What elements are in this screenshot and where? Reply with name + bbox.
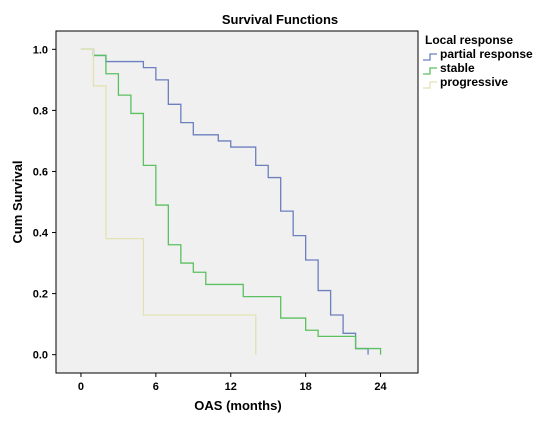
x-tick-label: 0: [78, 381, 84, 393]
legend-label-partial-response: partial response: [440, 47, 533, 61]
x-tick-label: 24: [374, 381, 387, 393]
series-line-stable: [80, 48, 382, 355]
series-line-partial-response: [80, 48, 369, 355]
legend-swatch-partial-response: [423, 53, 437, 61]
y-tick-label: 0.2: [33, 289, 48, 301]
x-tick-label: 18: [300, 381, 312, 393]
legend-title: Local response: [425, 33, 513, 47]
legend-label-stable: stable: [440, 61, 475, 75]
legend-swatch-stable: [423, 67, 437, 75]
y-tick-label: 0.8: [33, 105, 48, 117]
y-tick-label: 0.4: [33, 228, 49, 240]
y-tick-label: 0.6: [33, 166, 48, 178]
legend-swatch-progressive: [423, 81, 437, 89]
y-tick-label: 1.0: [33, 44, 48, 56]
plot-area: [55, 30, 419, 374]
x-tick-label: 12: [225, 381, 237, 393]
series-line-progressive: [80, 48, 257, 355]
legend-label-progressive: progressive: [440, 75, 508, 89]
x-axis-title: OAS (months): [194, 398, 281, 413]
y-tick-label: 0.0: [33, 350, 48, 362]
x-tick-label: 6: [153, 381, 159, 393]
y-axis-title: Cum Survival: [10, 160, 25, 243]
chart-title: Survival Functions: [222, 12, 338, 27]
